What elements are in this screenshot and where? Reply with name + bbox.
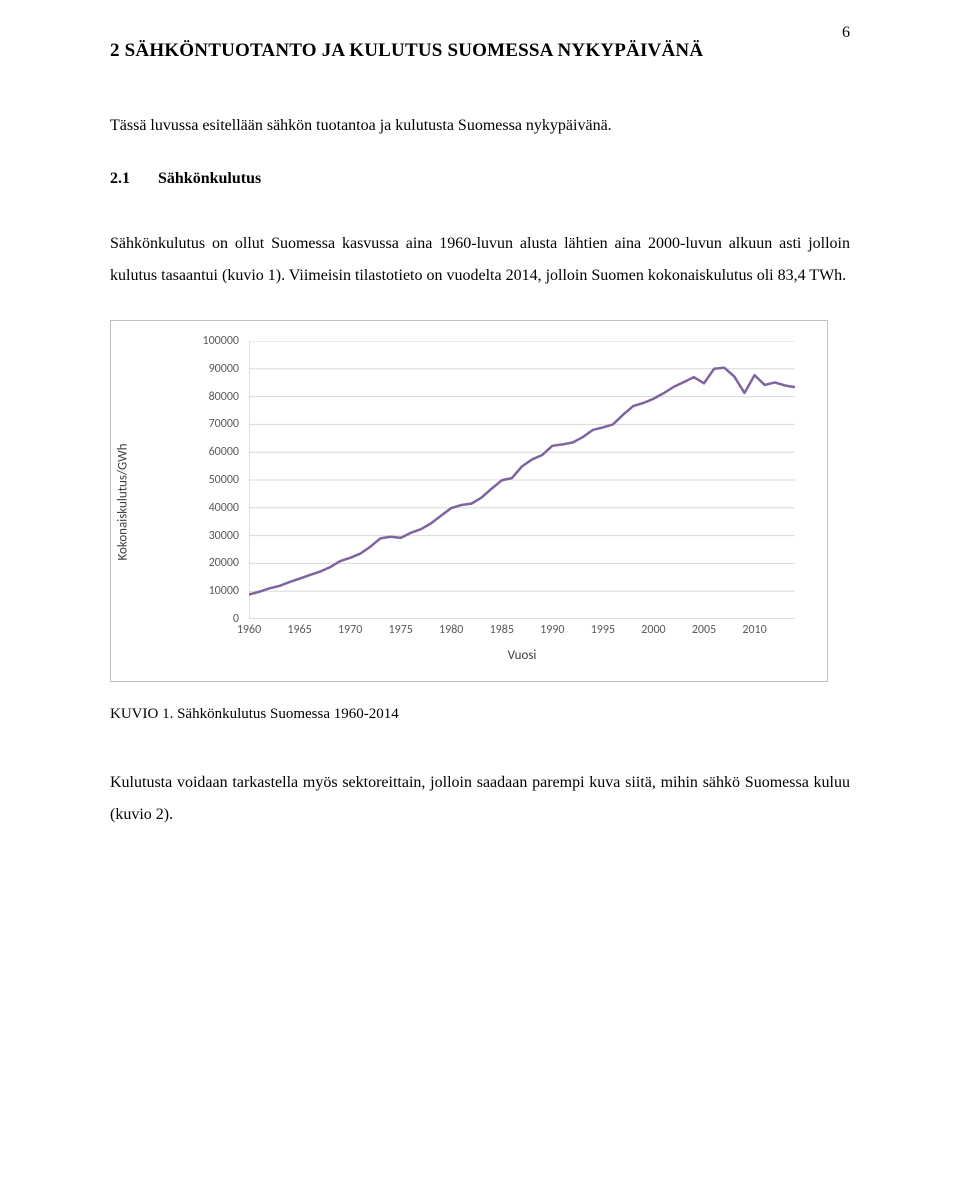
- x-tick-label: 1995: [591, 623, 615, 637]
- x-tick-label: 1965: [287, 623, 311, 637]
- body-paragraph-2: Sähkönkulutus on ollut Suomessa kasvussa…: [110, 228, 850, 292]
- y-tick-labels: 0100002000030000400005000060000700008000…: [189, 341, 243, 619]
- plot-svg: [249, 341, 795, 619]
- y-tick-label: 70000: [185, 417, 239, 431]
- y-tick-label: 100000: [185, 334, 239, 348]
- x-tick-label: 1960: [237, 623, 261, 637]
- x-tick-label: 2010: [742, 623, 766, 637]
- x-tick-label: 1980: [439, 623, 463, 637]
- subsection-number: 2.1: [110, 170, 130, 188]
- y-tick-label: 90000: [185, 362, 239, 376]
- y-tick-label: 40000: [185, 501, 239, 515]
- x-tick-label: 2005: [692, 623, 716, 637]
- x-tick-label: 1990: [540, 623, 564, 637]
- x-tick-label: 1985: [490, 623, 514, 637]
- y-tick-label: 0: [185, 612, 239, 626]
- document-page: 6 2 SÄHKÖNTUOTANTO JA KULUTUS SUOMESSA N…: [0, 0, 960, 1192]
- body-paragraph-3: Kulutusta voidaan tarkastella myös sekto…: [110, 767, 850, 831]
- y-tick-label: 20000: [185, 556, 239, 570]
- figure-caption: KUVIO 1. Sähkönkulutus Suomessa 1960-201…: [110, 706, 850, 723]
- y-axis-title: Kokonaiskulutus/GWh: [116, 443, 131, 560]
- y-tick-label: 80000: [185, 390, 239, 404]
- chart-inner: Kokonaiskulutus/GWh 01000020000300004000…: [129, 341, 809, 663]
- x-axis-title: Vuosi: [249, 648, 795, 663]
- plot-area: [249, 341, 795, 619]
- x-tick-label: 2000: [641, 623, 665, 637]
- x-tick-labels: 1960196519701975198019851990199520002005…: [249, 623, 795, 639]
- y-tick-label: 10000: [185, 584, 239, 598]
- subsection-heading: 2.1 Sähkönkulutus: [110, 170, 850, 188]
- page-number: 6: [842, 24, 850, 42]
- y-tick-label: 60000: [185, 445, 239, 459]
- x-tick-label: 1975: [388, 623, 412, 637]
- section-heading: 2 SÄHKÖNTUOTANTO JA KULUTUS SUOMESSA NYK…: [110, 40, 850, 62]
- y-tick-label: 50000: [185, 473, 239, 487]
- x-tick-label: 1970: [338, 623, 362, 637]
- intro-paragraph: Tässä luvussa esitellään sähkön tuotanto…: [110, 110, 850, 142]
- y-tick-label: 30000: [185, 529, 239, 543]
- line-chart: Kokonaiskulutus/GWh 01000020000300004000…: [110, 320, 828, 682]
- subsection-title: Sähkönkulutus: [158, 170, 261, 188]
